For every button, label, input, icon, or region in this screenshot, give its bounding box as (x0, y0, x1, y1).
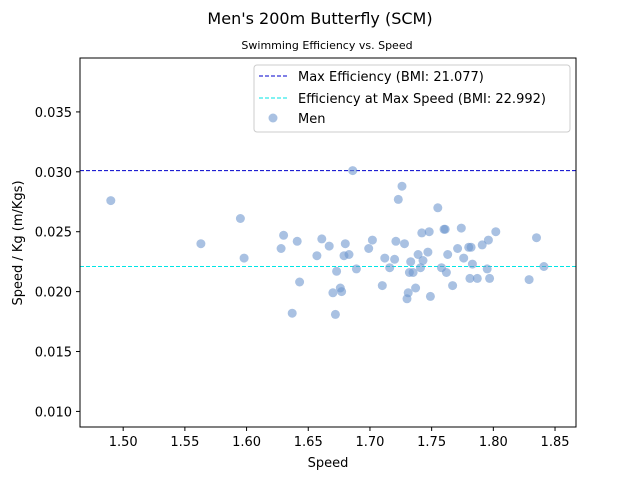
scatter-point (239, 253, 249, 263)
scatter-point (364, 244, 374, 253)
scatter-point (482, 264, 492, 274)
scatter-point (532, 233, 541, 243)
scatter-point (279, 230, 289, 240)
legend-men-marker (268, 113, 278, 123)
scatter-point (332, 266, 342, 276)
scatter-point (344, 250, 354, 259)
scatter-point (393, 194, 403, 204)
scatter-point (380, 253, 390, 263)
scatter-point (400, 239, 409, 249)
scatter-point (483, 235, 493, 245)
scatter-point (385, 263, 395, 273)
scatter-point (443, 250, 453, 259)
y-tick-label: 0.020 (35, 286, 72, 301)
scatter-point (448, 281, 458, 291)
scatter-point (453, 244, 463, 253)
scatter-point (391, 236, 401, 246)
y-tick-label: 0.015 (35, 346, 72, 361)
scatter-point (337, 287, 347, 297)
scatter-point (456, 223, 466, 233)
scatter-point (423, 247, 433, 257)
scatter-point (351, 264, 361, 274)
scatter-point (106, 196, 116, 206)
scatter-point (465, 273, 475, 283)
scatter-point (477, 240, 487, 250)
x-tick-label: 1.85 (541, 435, 570, 450)
plot-frame (79, 57, 577, 428)
scatter-point (416, 263, 425, 273)
x-axis: 1.50 1.55 1.60 1.65 1.70 1.75 1.80 1.85 (109, 427, 570, 450)
scatter-point (196, 239, 206, 249)
y-axis: 0.010 0.015 0.020 0.025 0.030 0.035 (35, 106, 80, 420)
scatter-point (397, 181, 407, 191)
scatter-point (348, 166, 358, 176)
plot-data-layer (80, 166, 576, 319)
scatter-point (403, 288, 413, 298)
scatter-point (467, 259, 477, 269)
scatter-point (235, 214, 245, 223)
scatter-point (324, 241, 334, 251)
scatter-point (440, 224, 450, 234)
scatter-point (441, 268, 451, 277)
y-tick-label: 0.010 (35, 405, 72, 420)
chart-title: Men's 200m Butterfly (SCM) (207, 9, 432, 28)
legend-efficiency-at-max-speed-label: Efficiency at Max Speed (BMI: 22.992) (298, 92, 546, 107)
scatter-point (411, 283, 421, 293)
scatter-point (292, 236, 302, 246)
scatter-point (433, 203, 443, 213)
legend-box (253, 64, 571, 133)
legend-max-efficiency-label: Max Efficiency (BMI: 21.077) (298, 70, 484, 85)
legend: Max Efficiency (BMI: 21.077) Efficiency … (253, 64, 571, 133)
scatter-point (328, 288, 338, 298)
scatter-point (408, 268, 418, 277)
scatter-point (377, 281, 387, 291)
scatter-point (424, 227, 434, 237)
legend-men-label: Men (298, 112, 325, 127)
scatter-point (466, 242, 476, 252)
scatter-point (406, 257, 416, 267)
scatter-point (413, 250, 423, 259)
x-tick-label: 1.80 (479, 435, 508, 450)
scatter-point (491, 227, 501, 237)
y-tick-label: 0.035 (35, 106, 72, 121)
x-tick-label: 1.75 (417, 435, 446, 450)
scatter-point (539, 262, 549, 271)
scatter-point (287, 308, 297, 318)
y-tick-label: 0.030 (35, 166, 72, 181)
scatter-point (295, 277, 305, 287)
scatter-point (390, 254, 400, 264)
scatter-point (472, 273, 482, 283)
x-tick-label: 1.70 (355, 435, 384, 450)
x-tick-label: 1.60 (232, 435, 261, 450)
scatter-point (330, 309, 340, 319)
scatter-point (312, 251, 322, 261)
scatter-point (418, 256, 428, 265)
scatter-point (340, 239, 350, 249)
scatter-point (417, 228, 427, 238)
x-tick-label: 1.50 (109, 435, 138, 450)
scatter-point (459, 253, 469, 263)
scatter-point (367, 235, 377, 245)
y-tick-label: 0.025 (35, 226, 72, 241)
x-tick-label: 1.65 (294, 435, 323, 450)
scatter-point (524, 275, 534, 285)
x-tick-label: 1.55 (170, 435, 199, 450)
y-axis-label: Speed / Kg (m/Kgs) (11, 180, 26, 305)
scatter-point (425, 291, 435, 301)
scatter-point (276, 244, 286, 253)
scatter-point (317, 234, 327, 244)
chart-subtitle: Swimming Efficiency vs. Speed (241, 39, 412, 52)
x-axis-label: Speed (308, 456, 349, 471)
scatter-point (485, 273, 495, 283)
